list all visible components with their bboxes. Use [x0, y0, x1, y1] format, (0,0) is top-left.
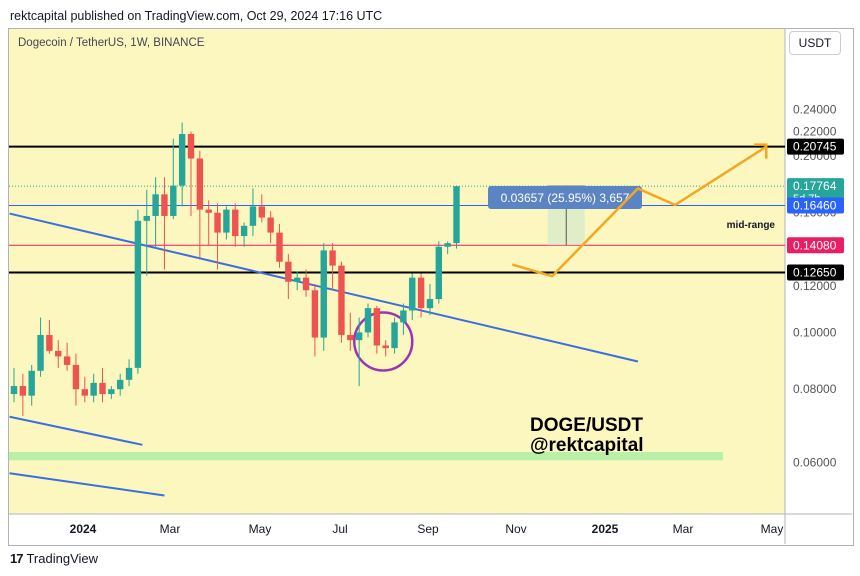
watermark-handle: @rektcapital — [530, 435, 644, 456]
candle-body[interactable] — [178, 134, 186, 186]
candle-body[interactable] — [143, 215, 150, 221]
candle-body[interactable] — [28, 370, 35, 396]
measure-label-text: 0.03657 (25.95%) 3,657 — [501, 191, 630, 205]
candle-body[interactable] — [417, 277, 425, 309]
x-axis-tick-label: Jul — [332, 522, 347, 536]
y-axis-tick-label: 0.22000 — [793, 125, 837, 139]
currency-button[interactable]: USDT — [789, 31, 841, 55]
support-zone — [9, 452, 723, 461]
candle-body[interactable] — [232, 209, 239, 237]
candle-body[interactable] — [409, 277, 416, 311]
price-label-box — [787, 237, 844, 254]
y-axis-tick-label: 0.24000 — [793, 103, 837, 117]
price-label-box — [787, 264, 844, 281]
x-axis-tick-label: Mar — [160, 522, 181, 536]
candle-body[interactable] — [99, 382, 106, 395]
measure-label-box — [488, 186, 642, 209]
candle-body[interactable] — [320, 250, 327, 338]
symbol-title: Dogecoin / TetherUS, 1W, BINANCE — [18, 37, 205, 49]
candle-body[interactable] — [302, 277, 310, 291]
candle-body[interactable] — [294, 277, 301, 282]
candle-body[interactable] — [435, 246, 442, 300]
trend-line — [9, 415, 143, 446]
candle-body[interactable] — [81, 389, 88, 396]
candle-body[interactable] — [355, 332, 363, 341]
candle-body[interactable] — [196, 158, 204, 210]
price-label-text: 0.12650 — [793, 266, 837, 280]
candle-body[interactable] — [46, 334, 53, 351]
candle-body[interactable] — [152, 194, 159, 216]
candle-body[interactable] — [214, 212, 221, 233]
candle-body[interactable] — [161, 194, 168, 216]
candle-body[interactable] — [364, 308, 372, 333]
tradingview-brand: TradingView — [26, 551, 99, 566]
candle-body[interactable] — [267, 217, 274, 233]
trend-line — [9, 472, 165, 497]
candle-body[interactable] — [117, 379, 124, 390]
candle-body[interactable] — [285, 261, 292, 282]
y-axis-tick-label: 0.10000 — [793, 325, 837, 339]
candle-body[interactable] — [19, 386, 27, 396]
candle-body[interactable] — [205, 209, 212, 213]
y-axis-tick-label: 0.06000 — [793, 455, 837, 469]
x-axis-tick-label: 2024 — [70, 522, 97, 536]
x-axis-tick-label: Mar — [673, 522, 694, 536]
candle-body[interactable] — [329, 250, 336, 266]
candle-body[interactable] — [276, 232, 283, 262]
x-axis-tick-label: May — [249, 522, 272, 536]
candle-body[interactable] — [426, 299, 434, 309]
tradingview-footer[interactable]: 17 TradingView — [10, 551, 98, 566]
y-axis-tick-label: 0.08000 — [793, 382, 837, 396]
x-axis-tick-label: May — [761, 522, 784, 536]
price-label-text: 0.14080 — [793, 238, 837, 252]
candle-body[interactable] — [373, 308, 381, 346]
candle-body[interactable] — [63, 356, 71, 365]
candle-body[interactable] — [444, 243, 451, 247]
price-label-box — [787, 138, 844, 155]
candle-body[interactable] — [400, 310, 407, 323]
candle-body[interactable] — [10, 386, 18, 395]
candle-body[interactable] — [258, 206, 265, 218]
projection-arrowhead — [754, 143, 768, 159]
candle-body[interactable] — [391, 322, 398, 349]
candle-body[interactable] — [338, 265, 345, 335]
mid-range-label: mid-range — [727, 220, 776, 231]
highlight-circle — [353, 311, 414, 372]
candle-body[interactable] — [125, 367, 133, 380]
candle-body[interactable] — [90, 382, 97, 396]
candle-body[interactable] — [170, 185, 177, 216]
candle-body[interactable] — [453, 186, 460, 244]
tradingview-logo-icon: 17 — [10, 551, 24, 566]
candle-body[interactable] — [37, 334, 44, 371]
watermark-symbol: DOGE/USDT — [530, 415, 643, 436]
candle-body[interactable] — [240, 225, 248, 237]
price-label-text: 0.20745 — [793, 140, 837, 154]
candle-body[interactable] — [249, 206, 257, 226]
candle-body[interactable] — [223, 209, 230, 233]
x-axis-tick-label: Nov — [505, 522, 526, 536]
projection-path — [511, 145, 767, 278]
candle-body[interactable] — [72, 364, 80, 390]
candle-body[interactable] — [108, 389, 115, 395]
candle-body[interactable] — [134, 220, 142, 368]
publisher-line: rektcapital published on TradingView.com… — [10, 9, 383, 23]
x-axis-tick-label: 2025 — [592, 522, 619, 536]
price-label-text: 0.16460 — [793, 199, 837, 213]
price-label-box — [787, 197, 844, 214]
candle-body[interactable] — [382, 345, 389, 349]
candle-body[interactable] — [55, 350, 62, 357]
candle-body[interactable] — [187, 134, 195, 159]
candle-body[interactable] — [311, 290, 319, 338]
x-axis-tick-label: Sep — [417, 522, 439, 536]
y-axis-tick-label: 0.12000 — [793, 279, 837, 293]
price-label-text: 0.17764 — [793, 179, 837, 193]
candle-body[interactable] — [347, 334, 354, 341]
